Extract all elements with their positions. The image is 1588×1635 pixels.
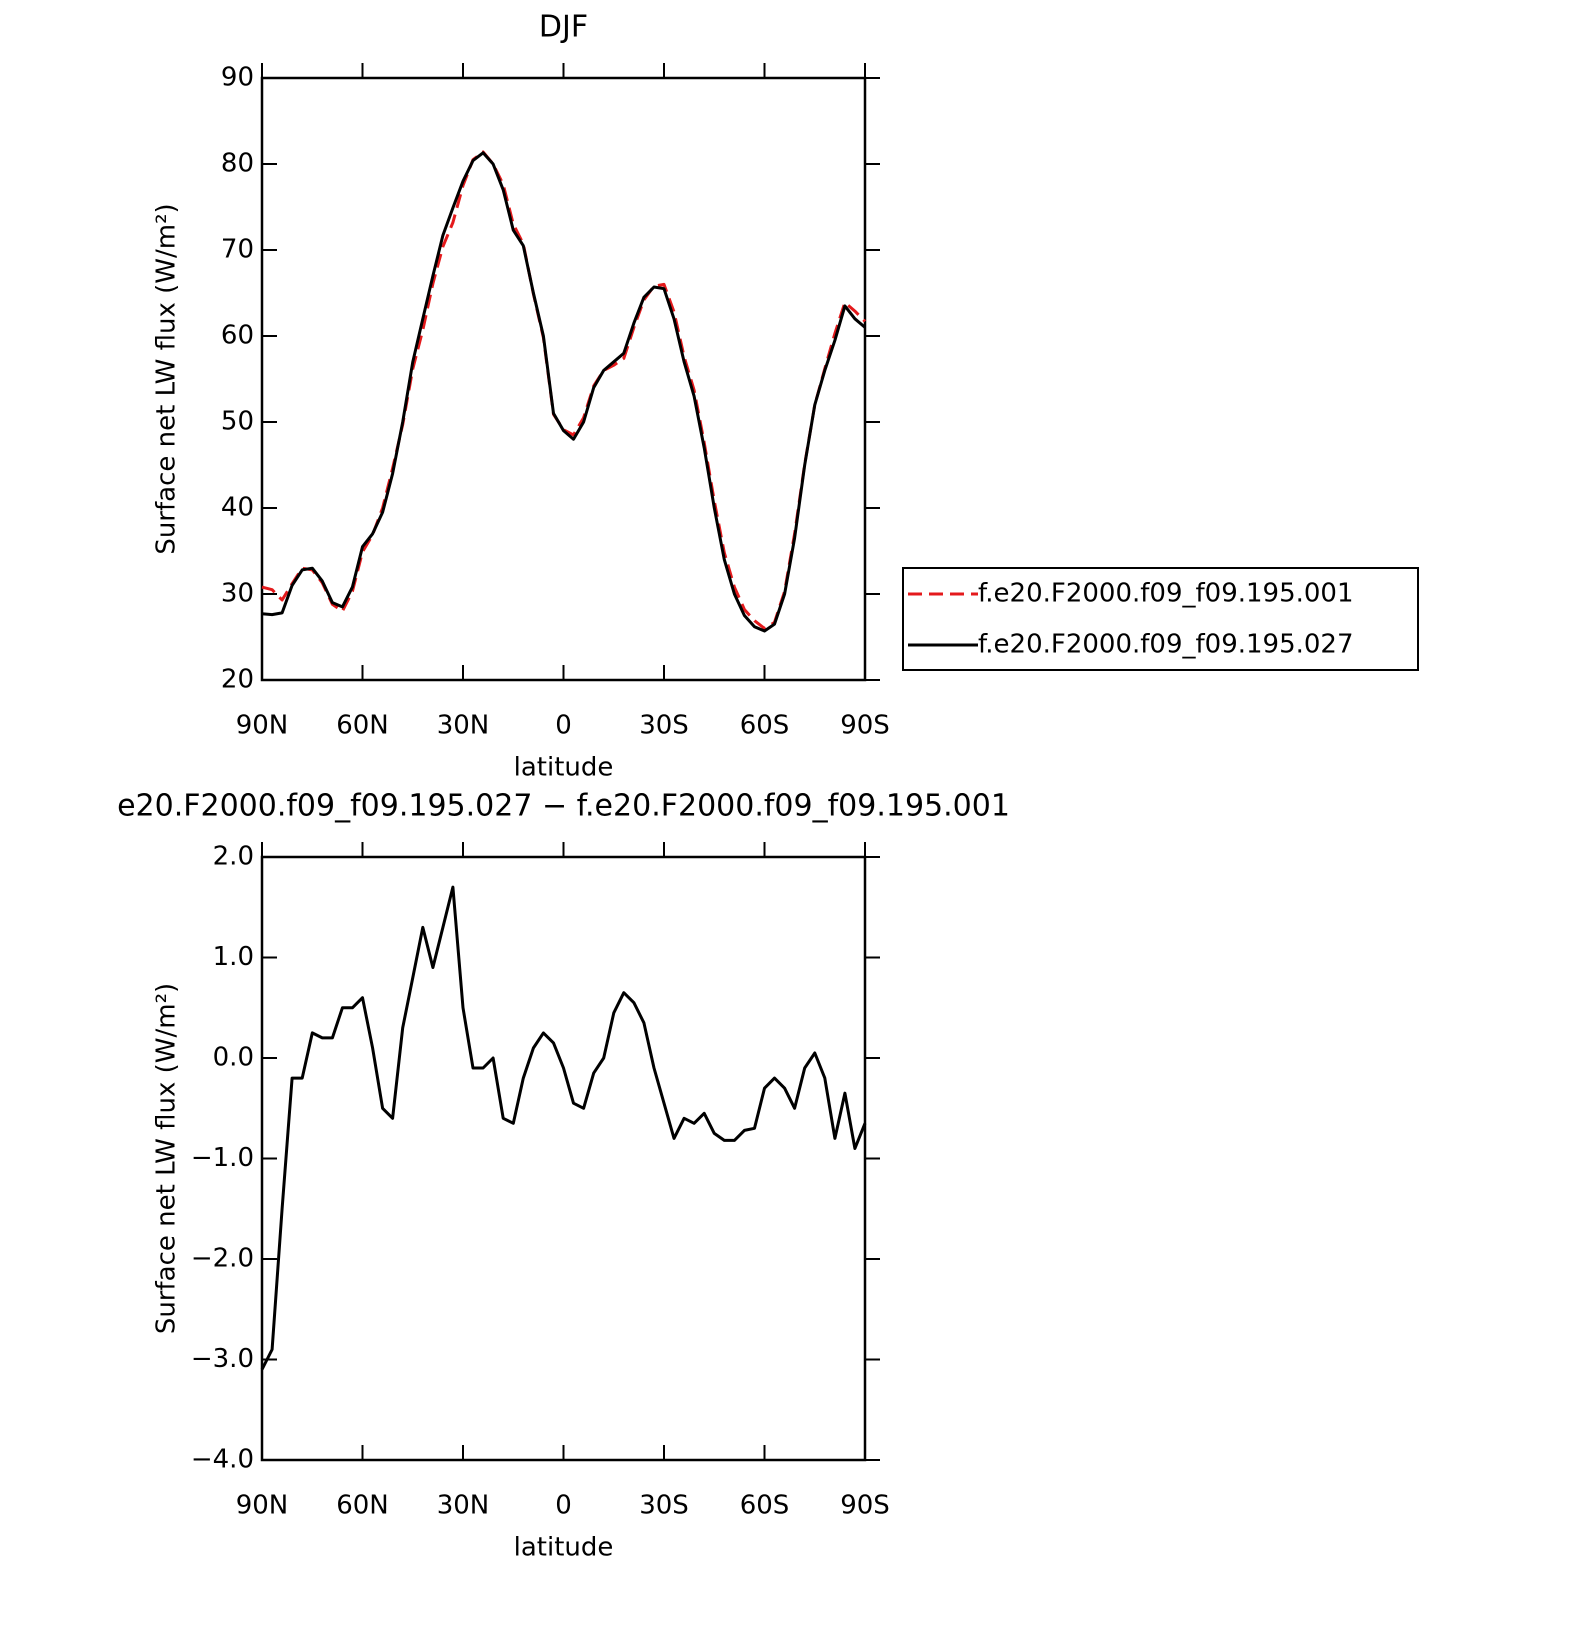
y-axis-label: Surface net LW flux (W/m²)	[152, 203, 182, 554]
x-tick-label: 60N	[336, 1491, 389, 1521]
y-tick-label: 90	[221, 63, 254, 93]
chart-title: DJF	[539, 10, 588, 45]
x-tick-label: 90N	[236, 711, 289, 741]
x-tick-label: 0	[555, 711, 572, 741]
x-tick-label: 90S	[840, 711, 890, 741]
y-tick-label: 20	[221, 665, 254, 695]
y-tick-label: −4.0	[191, 1445, 254, 1475]
data-line	[261, 151, 866, 633]
y-tick-label: 70	[221, 235, 254, 265]
y-tick-label: −2.0	[191, 1244, 254, 1274]
y-tick-label: 30	[221, 579, 254, 609]
x-tick-label: 60S	[740, 1491, 790, 1521]
x-tick-label: 30N	[437, 1491, 490, 1521]
x-axis-label: latitude	[514, 1533, 614, 1563]
x-tick-label: 30N	[437, 711, 490, 741]
y-tick-label: 80	[221, 149, 254, 179]
y-tick-label: 60	[221, 321, 254, 351]
y-tick-label: −3.0	[191, 1344, 254, 1374]
x-tick-label: 30S	[639, 711, 689, 741]
y-tick-label: 1.0	[213, 942, 254, 972]
legend-label: f.e20.F2000.f09_f09.195.027	[978, 630, 1354, 660]
y-tick-label: 0.0	[213, 1043, 254, 1073]
y-tick-label: 40	[221, 493, 254, 523]
x-tick-label: 30S	[639, 1491, 689, 1521]
legend-box	[902, 567, 1419, 671]
data-line	[260, 885, 867, 1371]
plot-frame	[260, 855, 867, 1462]
y-tick-label: −1.0	[191, 1143, 254, 1173]
y-tick-label: 2.0	[213, 842, 254, 872]
x-tick-label: 0	[555, 1491, 572, 1521]
x-tick-label: 90N	[236, 1491, 289, 1521]
y-tick-label: 50	[221, 407, 254, 437]
legend-label: f.e20.F2000.f09_f09.195.001	[978, 579, 1354, 609]
x-tick-label: 60S	[740, 711, 790, 741]
x-tick-label: 90S	[840, 1491, 890, 1521]
data-line	[261, 150, 867, 630]
y-axis-label: Surface net LW flux (W/m²)	[152, 983, 182, 1334]
x-axis-label: latitude	[514, 753, 614, 783]
x-tick-label: 60N	[336, 711, 389, 741]
chart-title: e20.F2000.f09_f09.195.027 − f.e20.F2000.…	[117, 789, 1010, 824]
